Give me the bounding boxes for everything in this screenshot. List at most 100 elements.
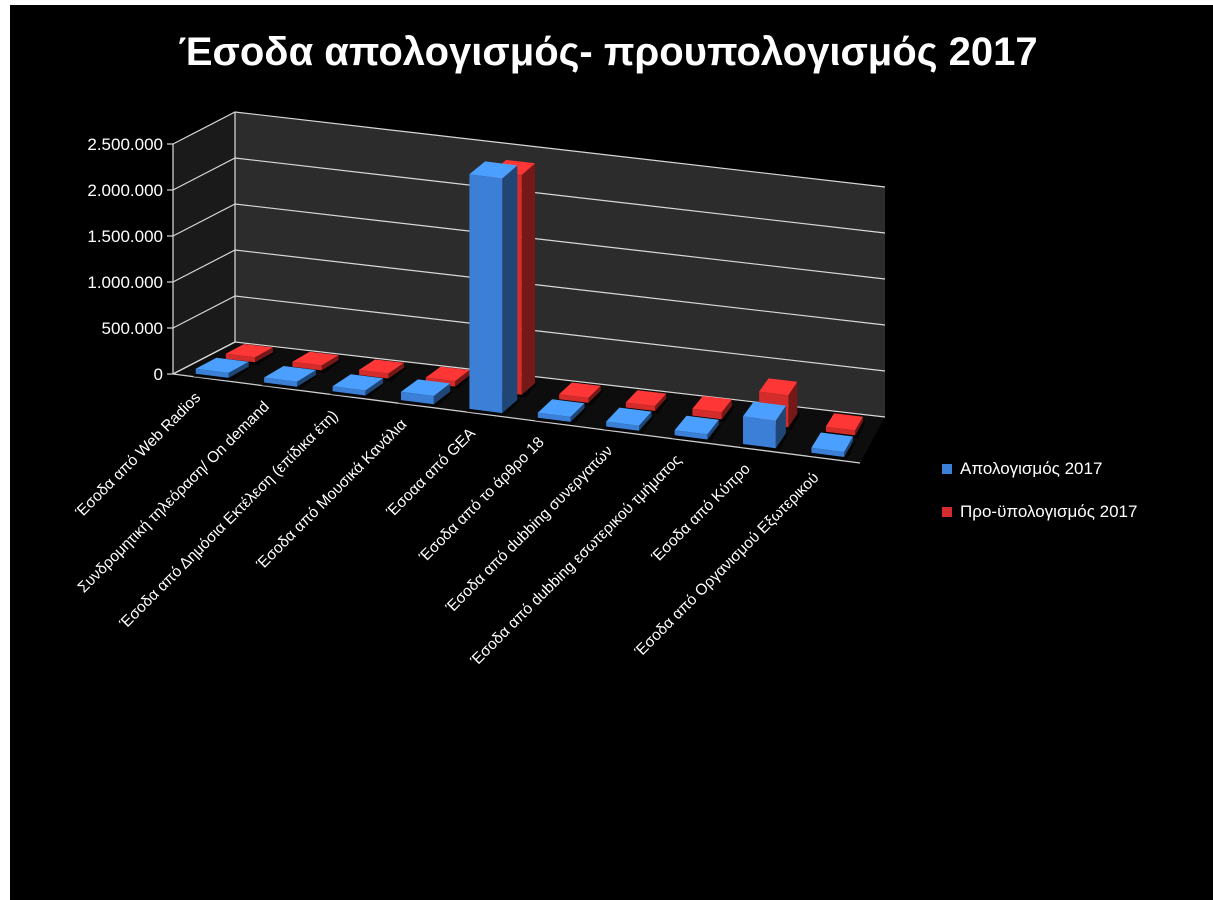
bar-top — [811, 432, 853, 452]
bar-front — [292, 361, 322, 371]
bar-front — [625, 402, 656, 411]
bar-series-2 — [689, 396, 735, 423]
bar-side — [365, 378, 383, 396]
bar-front — [674, 430, 708, 440]
gridlines — [172, 111, 886, 418]
bar-front — [537, 412, 571, 422]
bar-top — [469, 161, 518, 179]
bar-side — [639, 411, 652, 431]
y-tick-label: 0 — [154, 365, 163, 384]
x-tick-label: Έσοδα από Μουσικά Κανάλια — [253, 416, 410, 573]
bar-series-2 — [622, 390, 670, 414]
legend-swatch — [942, 464, 952, 474]
bar-side — [570, 403, 585, 422]
bar-top — [743, 401, 786, 421]
bar-side — [588, 385, 601, 403]
bar-top — [537, 399, 585, 417]
bar-side — [788, 381, 798, 428]
gridline — [172, 341, 886, 418]
bar-side — [844, 436, 853, 457]
bar-top — [825, 413, 863, 431]
bar-side — [855, 416, 863, 436]
floor-front-edge — [172, 373, 861, 464]
bar-series-2 — [556, 382, 604, 406]
bar-series-1 — [740, 401, 789, 452]
side-wall — [173, 112, 235, 374]
bar-series-2 — [822, 413, 866, 439]
bar-top — [692, 396, 732, 413]
bar-front — [559, 394, 589, 403]
bar-top — [332, 374, 383, 391]
bar-front — [743, 416, 776, 449]
bar-side — [455, 370, 470, 387]
bar-side — [228, 361, 249, 378]
gridline — [172, 249, 886, 326]
back-wall — [235, 112, 885, 417]
bar-side — [433, 383, 451, 405]
chart-frame: Έσοδα απολογισμός- προυπολογισμός 2017 0… — [10, 5, 1213, 900]
bar-front — [825, 426, 856, 436]
bar-top — [759, 378, 798, 396]
bar-side — [321, 355, 339, 371]
bar-top — [425, 366, 470, 382]
bar-series-1 — [466, 161, 521, 417]
gridline — [172, 203, 886, 280]
bars — [192, 159, 866, 460]
bar-side — [721, 399, 732, 420]
gridline — [172, 157, 886, 234]
y-tick-label: 2.500.000 — [87, 135, 163, 154]
bar-top — [264, 366, 316, 382]
bar-front — [606, 421, 639, 431]
bar-series-1 — [192, 357, 252, 381]
x-tick-label: Έσοδα από το άρθρο 18 — [415, 434, 547, 566]
bar-side — [297, 370, 316, 387]
bar-front — [332, 386, 366, 396]
bar-top — [401, 379, 451, 396]
bar-top — [195, 357, 249, 373]
y-tick-label: 1.500.000 — [87, 227, 163, 246]
legend-label: Απολογισμός 2017 — [960, 459, 1102, 478]
gridline — [172, 111, 886, 188]
bar-top — [225, 344, 273, 358]
y-tick-label: 500.000 — [102, 319, 163, 338]
x-tick-label: Έσοδα από Web Radios — [72, 389, 204, 521]
chart-title: Έσοδα απολογισμός- προυπολογισμός 2017 — [178, 30, 1037, 74]
bar-top — [625, 390, 667, 406]
bar-side — [775, 405, 786, 449]
chart-svg: Έσοδα απολογισμός- προυπολογισμός 2017 0… — [72, 30, 1137, 670]
bar-side — [502, 165, 518, 414]
bar-top — [292, 351, 339, 366]
legend-swatch — [942, 507, 952, 517]
bar-series-1 — [398, 379, 454, 408]
bar-top — [559, 382, 601, 398]
bar-front — [359, 369, 389, 379]
legend: Απολογισμός 2017 Προ-ϋπολογισμός 2017 — [942, 459, 1137, 521]
bar-front — [811, 447, 845, 457]
bar-series-1 — [808, 432, 856, 460]
bar-front — [401, 391, 434, 405]
bar-series-1 — [329, 374, 386, 399]
bar-front — [195, 368, 229, 378]
bar-front — [225, 353, 256, 363]
bar-top — [359, 359, 404, 374]
bar-front — [692, 408, 722, 420]
bar-side — [388, 362, 404, 379]
bar-series-1 — [603, 407, 655, 434]
bar-front — [264, 377, 297, 387]
bar-front — [469, 174, 503, 414]
y-tick-label: 2.000.000 — [87, 181, 163, 200]
gridline — [172, 295, 886, 372]
bar-side — [255, 347, 273, 363]
y-axis-ticks: 0 500.000 1.000.000 1.500.000 2.000.000 2.500… — [87, 135, 173, 384]
legend-label: Προ-ϋπολογισμός 2017 — [960, 502, 1137, 521]
bar-side — [707, 419, 719, 440]
y-tick-label: 1.000.000 — [87, 273, 163, 292]
x-tick-label: Έσοδα από dubbing συνεργατών — [442, 442, 616, 616]
bar-side — [655, 393, 667, 411]
bar-series-1 — [261, 366, 319, 390]
bar-side — [521, 163, 536, 395]
bar-series-1 — [671, 415, 722, 443]
bar-series-1 — [534, 399, 588, 425]
bar-top — [674, 415, 719, 435]
bar-top — [606, 407, 652, 426]
